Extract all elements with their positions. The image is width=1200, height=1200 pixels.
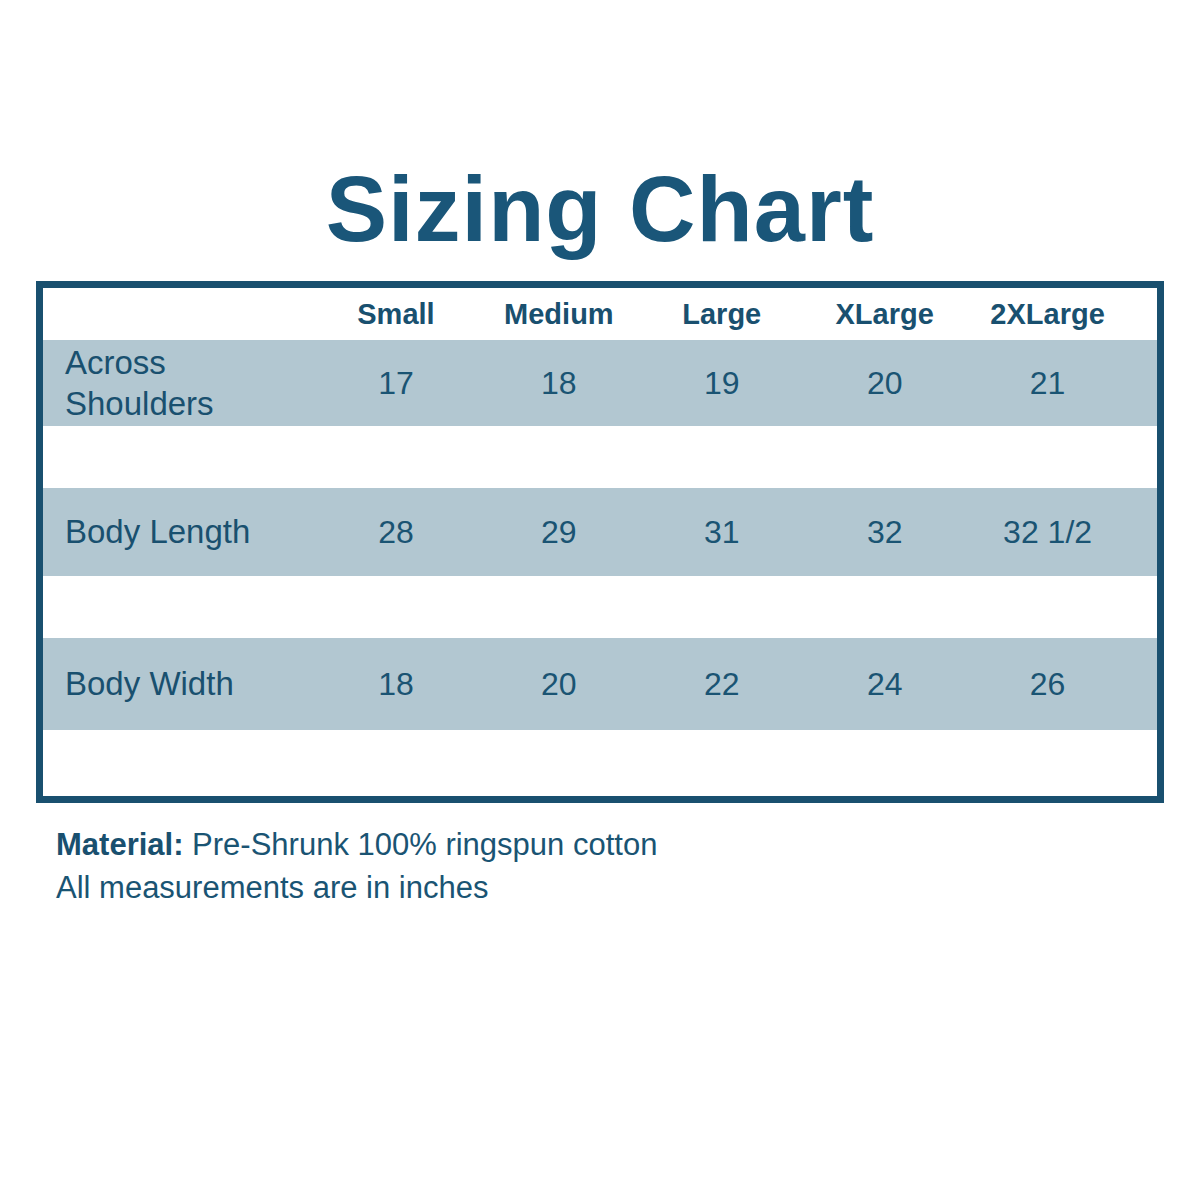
spacer-row [43, 730, 1157, 796]
spacer-row [43, 426, 1157, 488]
table-row-body-width: Body Width 18 20 22 24 26 [43, 638, 1157, 730]
size-value-cell: 32 1/2 [966, 514, 1129, 551]
spacer-row [43, 576, 1157, 638]
size-value-cell: 21 [966, 365, 1129, 402]
footnotes: Material: Pre-Shrunk 100% ringspun cotto… [56, 823, 1200, 910]
size-value-cell: 31 [640, 514, 803, 551]
row-label: Across Shoulders [65, 342, 305, 425]
size-value-cell: 32 [803, 514, 966, 551]
measurements-note: All measurements are in inches [56, 866, 1200, 909]
row-label: Body Width [65, 663, 305, 704]
size-column-header-2xlarge: 2XLarge [966, 298, 1129, 331]
size-value-cell: 18 [477, 365, 640, 402]
material-label: Material: [56, 827, 183, 862]
sizing-table: Small Medium Large XLarge 2XLarge Across… [36, 281, 1164, 803]
size-column-header-medium: Medium [477, 298, 640, 331]
material-note: Material: Pre-Shrunk 100% ringspun cotto… [56, 823, 1200, 866]
sizing-chart-page: Sizing Chart Small Medium Large XLarge 2… [0, 0, 1200, 1200]
table-row-across-shoulders: Across Shoulders 17 18 19 20 21 [43, 340, 1157, 426]
size-column-header-large: Large [640, 298, 803, 331]
page-title: Sizing Chart [0, 0, 1200, 255]
size-value-cell: 20 [477, 666, 640, 703]
size-value-cell: 20 [803, 365, 966, 402]
row-label: Body Length [65, 511, 305, 552]
size-value-cell: 24 [803, 666, 966, 703]
size-header-row: Small Medium Large XLarge 2XLarge [43, 288, 1157, 340]
size-value-cell: 29 [477, 514, 640, 551]
size-value-cell: 26 [966, 666, 1129, 703]
table-row-body-length: Body Length 28 29 31 32 32 1/2 [43, 488, 1157, 576]
size-value-cell: 17 [315, 365, 478, 402]
size-column-header-xlarge: XLarge [803, 298, 966, 331]
size-value-cell: 22 [640, 666, 803, 703]
size-column-header-small: Small [315, 298, 478, 331]
material-value: Pre-Shrunk 100% ringspun cotton [183, 827, 657, 862]
size-value-cell: 19 [640, 365, 803, 402]
size-value-cell: 18 [315, 666, 478, 703]
size-value-cell: 28 [315, 514, 478, 551]
